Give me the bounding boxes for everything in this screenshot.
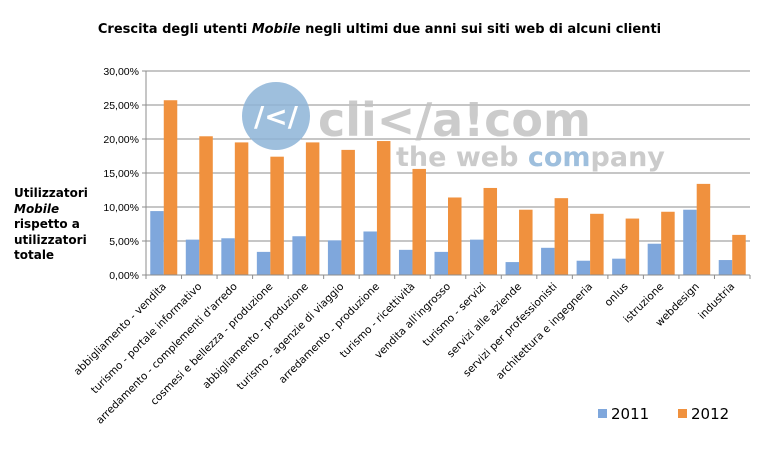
watermark-tagline-post: pany bbox=[591, 142, 666, 173]
bar-2011 bbox=[576, 260, 591, 275]
bar-2011 bbox=[434, 251, 448, 275]
legend: 2011 2012 bbox=[598, 405, 729, 423]
bar-2011 bbox=[470, 239, 484, 275]
bar-2012 bbox=[270, 156, 284, 275]
y-tick-label: 25,00% bbox=[103, 100, 139, 112]
y-axis-label-line: Mobile bbox=[14, 201, 60, 216]
bar-2012 bbox=[199, 136, 213, 275]
bar-2012 bbox=[341, 149, 355, 275]
legend-swatch-2011 bbox=[598, 409, 607, 418]
y-tick-label: 15,00% bbox=[103, 168, 139, 180]
x-category-label: industria bbox=[696, 281, 737, 322]
y-tick-label: 10,00% bbox=[103, 202, 139, 214]
bar-2011 bbox=[363, 231, 377, 275]
watermark-logo-circle bbox=[242, 82, 310, 150]
watermark-tagline: the web company bbox=[396, 142, 665, 173]
bar-2012 bbox=[519, 209, 533, 275]
bar-2011 bbox=[150, 211, 164, 275]
bar-2012 bbox=[661, 211, 675, 275]
bar-2012 bbox=[483, 187, 498, 275]
bar-2012 bbox=[412, 168, 426, 275]
watermark-tagline-emphasis: com bbox=[528, 142, 591, 173]
bar-2012 bbox=[590, 213, 604, 275]
bar-2012 bbox=[305, 142, 320, 275]
y-tick-label: 0,00% bbox=[109, 270, 139, 282]
chart-title-emphasis: Mobile bbox=[251, 22, 301, 37]
legend-label-2011: 2011 bbox=[611, 405, 649, 423]
x-category-label: turismo - servizi bbox=[420, 281, 488, 349]
y-axis-label-line: Utilizzatori bbox=[14, 186, 88, 200]
y-axis-label-line: rispetto a bbox=[14, 217, 80, 231]
bar-2011 bbox=[398, 249, 413, 275]
bar-2012 bbox=[554, 198, 569, 275]
chart-title-pre: Crescita degli utenti bbox=[97, 22, 252, 37]
x-category-label: onlus bbox=[602, 281, 630, 309]
x-category-label: arredamento - complementi d'arredo bbox=[94, 281, 240, 427]
y-axis-label: Utilizzatori Mobile rispetto a utilizzat… bbox=[14, 186, 94, 264]
y-tick-labels: 0,00% 5,00% 10,00% 15,00% 20,00% 25,00% 30,00% bbox=[103, 66, 139, 282]
legend-swatch-2012 bbox=[678, 409, 687, 418]
watermark-brand: cli</a!com bbox=[318, 93, 591, 147]
bar-2011 bbox=[612, 258, 626, 275]
chart-title-post: negli ultimi due anni sui siti web di al… bbox=[300, 22, 662, 37]
y-tick-label: 30,00% bbox=[103, 66, 139, 78]
watermark: /</ cli</a!com the web company bbox=[242, 82, 665, 173]
y-tick-label: 5,00% bbox=[109, 236, 139, 248]
bar-2012 bbox=[376, 141, 391, 275]
bar-2011 bbox=[718, 260, 733, 275]
bar-2012 bbox=[732, 234, 746, 275]
bar-2011 bbox=[327, 240, 342, 275]
bar-2011 bbox=[647, 243, 662, 275]
bar-2012 bbox=[625, 218, 640, 275]
bar-2011 bbox=[221, 238, 235, 275]
bar-2011 bbox=[541, 247, 555, 275]
watermark-tagline-pre: the web bbox=[396, 142, 528, 173]
bars bbox=[150, 100, 746, 276]
bar-2012 bbox=[163, 100, 178, 276]
bar-2011 bbox=[683, 209, 697, 275]
y-tick-label: 20,00% bbox=[103, 134, 139, 146]
bar-2011 bbox=[505, 262, 520, 275]
axes bbox=[142, 70, 751, 279]
bar-2012 bbox=[696, 183, 711, 275]
y-axis-label-line: utilizzatori bbox=[14, 232, 87, 247]
chart-title: Crescita degli utenti Mobile negli ultim… bbox=[0, 22, 759, 37]
legend-label-2012: 2012 bbox=[691, 405, 729, 423]
watermark-logo-mark: /</ bbox=[254, 100, 299, 133]
bar-2012 bbox=[448, 197, 462, 275]
y-axis-label-line: totale bbox=[14, 248, 55, 262]
bar-2011 bbox=[256, 251, 271, 275]
bar-2011 bbox=[292, 236, 306, 275]
bar-2011 bbox=[185, 239, 200, 275]
bar-2012 bbox=[234, 142, 249, 275]
